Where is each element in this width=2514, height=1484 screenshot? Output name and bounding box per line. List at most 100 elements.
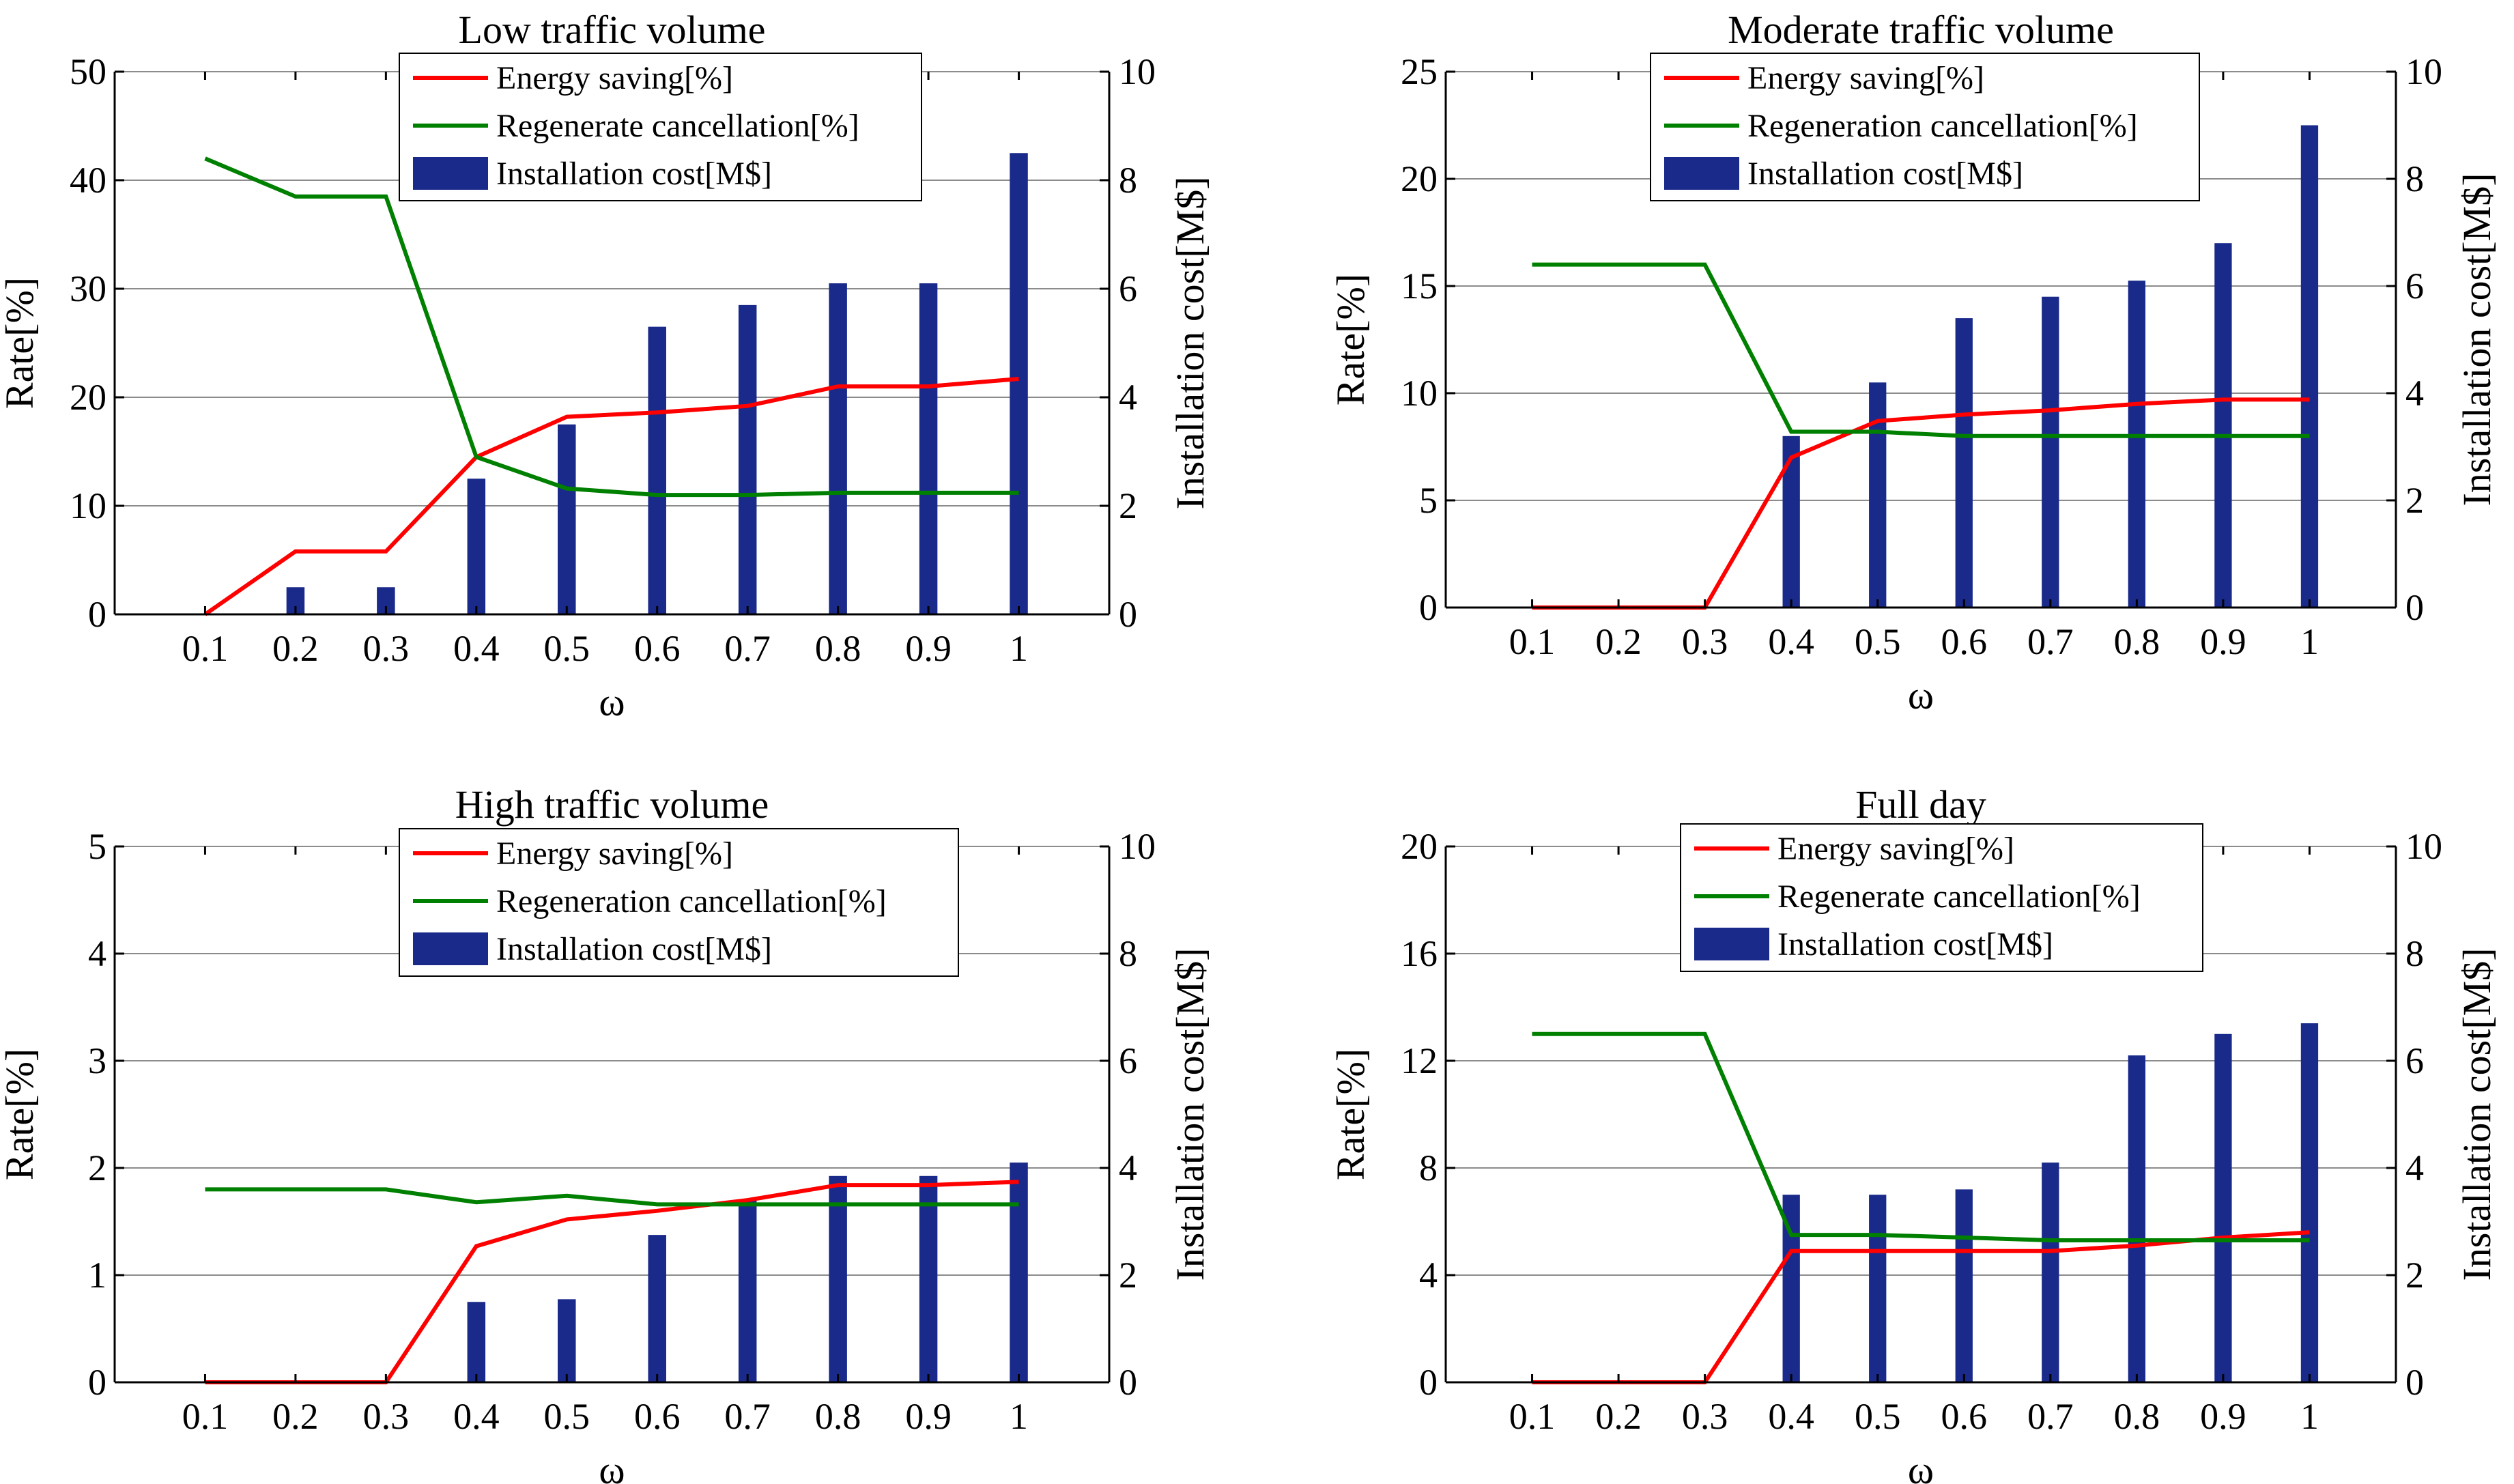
x-tick-label: 0.4 <box>1768 621 1814 662</box>
y-tick-label: 10 <box>1401 373 1438 414</box>
x-tick-label: 0.4 <box>1768 1396 1814 1437</box>
y2-tick-label: 8 <box>2405 158 2424 199</box>
y-tick-label: 4 <box>88 933 106 974</box>
y2-tick-label: 10 <box>2405 826 2442 867</box>
x-axis-label: ω <box>599 680 625 724</box>
x-tick-label: 0.1 <box>182 628 229 669</box>
regeneration-line <box>1532 1031 2310 1242</box>
cost-bar <box>1955 318 1973 608</box>
x-tick-label: 1 <box>1010 628 1028 669</box>
y2-tick-label: 8 <box>1119 160 1137 201</box>
y-tick-label: 16 <box>1401 933 1438 974</box>
y-tick-label: 3 <box>88 1040 106 1081</box>
y2-tick-label: 8 <box>2405 933 2424 974</box>
chart-title: High traffic volume <box>455 782 769 827</box>
cost-bar <box>2300 1023 2319 1382</box>
y-tick-label: 12 <box>1401 1040 1438 1081</box>
x-tick-label: 0.3 <box>1682 621 1728 662</box>
legend-label: Energy saving[%] <box>496 60 733 96</box>
legend-label: Regeneration cancellation[%] <box>1747 108 2138 144</box>
x-tick-label: 0.7 <box>2027 621 2074 662</box>
y-tick-label: 50 <box>70 51 106 92</box>
y2-tick-label: 0 <box>1119 594 1137 635</box>
x-tick-label: 0.5 <box>544 628 590 669</box>
legend-swatch-bar <box>1694 928 1769 960</box>
legend: Energy saving[%] Regeneration cancellatio… <box>399 828 959 977</box>
y-tick-label: 30 <box>70 268 106 309</box>
y2-tick-label: 2 <box>1119 485 1137 526</box>
y-tick-label: 0 <box>88 1362 106 1403</box>
cost-bar <box>919 1175 938 1382</box>
cost-bar <box>558 424 576 614</box>
x-tick-label: 0.7 <box>2027 1396 2074 1437</box>
chart-title: Low traffic volume <box>459 8 766 52</box>
y-tick-label: 20 <box>1401 826 1438 867</box>
x-tick-label: 0.3 <box>363 1396 410 1437</box>
y-axis-label: Rate[%] <box>0 277 42 409</box>
x-tick-label: 0.5 <box>1855 1396 1901 1437</box>
cost-bar <box>467 1302 486 1382</box>
cost-bar <box>829 283 847 614</box>
y2-tick-label: 6 <box>1119 1040 1137 1081</box>
legend-swatch-bar <box>413 157 488 190</box>
y-tick-label: 10 <box>70 485 106 526</box>
chart-panel-1: 0.1 0.2 0.3 0.4 0.5 0.6 0.7 0.8 0.9 1010203040500… <box>0 8 1212 724</box>
x-tick-label: 0.6 <box>634 628 681 669</box>
cost-bar <box>2214 1033 2232 1382</box>
legend-label: Energy saving[%] <box>1747 60 1984 96</box>
y-tick-label: 5 <box>1419 480 1438 521</box>
cost-bar <box>2128 1055 2146 1382</box>
y2-axis-label: Installation cost[M$] <box>1168 176 1212 509</box>
y2-tick-label: 0 <box>2405 587 2424 628</box>
y2-tick-label: 10 <box>1119 51 1156 92</box>
legend-box <box>399 828 959 977</box>
y-tick-label: 0 <box>1419 587 1438 628</box>
cost-bar <box>2128 281 2146 608</box>
cost-bar <box>2042 296 2059 608</box>
x-tick-label: 0.6 <box>1941 621 1988 662</box>
y-tick-label: 0 <box>1419 1362 1438 1403</box>
regeneration-line <box>1532 262 2310 438</box>
legend: Energy saving[%] Regeneration cancellatio… <box>1650 53 2200 201</box>
x-tick-label: 0.9 <box>905 628 952 669</box>
x-tick-label: 0.4 <box>453 628 500 669</box>
cost-bar <box>467 479 486 614</box>
y2-tick-label: 6 <box>1119 268 1137 309</box>
y2-tick-label: 4 <box>2405 1147 2424 1188</box>
y2-tick-label: 4 <box>2405 373 2424 414</box>
x-tick-label: 0.3 <box>1682 1396 1728 1437</box>
legend-box <box>1650 53 2200 201</box>
x-tick-label: 0.9 <box>2200 1396 2246 1437</box>
y2-tick-label: 0 <box>2405 1362 2424 1403</box>
y2-tick-label: 2 <box>2405 480 2424 521</box>
x-tick-label: 0.9 <box>2200 621 2246 662</box>
cost-bar <box>558 1299 576 1382</box>
y-tick-label: 40 <box>70 160 106 201</box>
y-tick-label: 0 <box>88 594 106 635</box>
legend-label: Installation cost[M$] <box>496 931 772 967</box>
cost-bar <box>2300 125 2319 608</box>
y-tick-label: 1 <box>88 1255 106 1296</box>
cost-bar <box>829 1175 847 1382</box>
y2-tick-label: 4 <box>1119 377 1137 418</box>
cost-bar <box>1010 153 1028 614</box>
y2-tick-label: 8 <box>1119 933 1137 974</box>
x-tick-label: 0.2 <box>272 1396 319 1437</box>
y-tick-label: 8 <box>1419 1147 1438 1188</box>
x-tick-label: 0.7 <box>724 1396 771 1437</box>
y2-tick-label: 0 <box>1119 1362 1137 1403</box>
x-tick-label: 1 <box>2300 621 2319 662</box>
legend-label: Energy saving[%] <box>496 836 733 872</box>
y-tick-label: 4 <box>1419 1255 1438 1296</box>
x-axis-label: ω <box>1908 1448 1934 1484</box>
y2-tick-label: 6 <box>2405 1040 2424 1081</box>
x-tick-label: 0.8 <box>815 628 861 669</box>
cost-bar <box>1782 436 1800 608</box>
y2-tick-label: 10 <box>2405 51 2442 92</box>
x-tick-label: 0.1 <box>1509 1396 1556 1437</box>
x-tick-label: 0.9 <box>905 1396 952 1437</box>
regeneration-line <box>204 156 1019 498</box>
legend-label: Installation cost[M$] <box>1777 926 2053 962</box>
y2-axis-label: Installation cost[M$] <box>2455 947 2499 1281</box>
x-tick-label: 0.5 <box>1855 621 1901 662</box>
